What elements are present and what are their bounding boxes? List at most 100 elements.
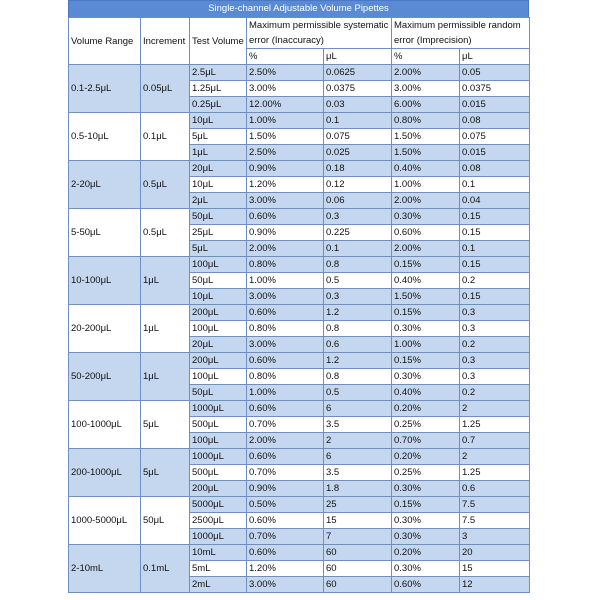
header-systematic-error: Maximum permissible systematic error (In… [246, 17, 392, 49]
unit-ul-systematic: μL [323, 48, 392, 65]
random-pct-cell: 0.30% [391, 208, 460, 225]
table-row: 20μL 3.00% 0.6 1.00% 0.2 [69, 336, 530, 353]
systematic-ul-cell: 7 [323, 528, 392, 545]
systematic-ul-cell: 0.1 [323, 240, 392, 257]
systematic-ul-cell: 0.8 [323, 368, 392, 385]
table-row: 2mL 3.00% 60 0.60% 12 [69, 576, 530, 593]
random-pct-cell: 0.30% [391, 368, 460, 385]
random-pct-cell: 0.40% [391, 160, 460, 177]
systematic-ul-cell: 0.8 [323, 320, 392, 337]
systematic-pct-cell: 2.50% [246, 144, 324, 161]
random-pct-cell: 0.15% [391, 256, 460, 273]
systematic-ul-cell: 0.025 [323, 144, 392, 161]
volume-range-cell: 20-200μL [68, 304, 141, 353]
systematic-pct-cell: 0.70% [246, 416, 324, 433]
random-ul-cell: 0.1 [459, 240, 530, 257]
test-volume-cell: 10μL [189, 176, 247, 193]
systematic-ul-cell: 1.8 [323, 480, 392, 497]
systematic-pct-cell: 1.00% [246, 272, 324, 289]
systematic-pct-cell: 1.00% [246, 112, 324, 129]
systematic-pct-cell: 3.00% [246, 80, 324, 97]
systematic-ul-cell: 0.225 [323, 224, 392, 241]
systematic-ul-cell: 6 [323, 448, 392, 465]
systematic-pct-cell: 3.00% [246, 576, 324, 593]
random-ul-cell: 7.5 [459, 512, 530, 529]
test-volume-cell: 2500μL [189, 512, 247, 529]
test-volume-cell: 1000μL [189, 528, 247, 545]
random-pct-cell: 0.15% [391, 304, 460, 321]
systematic-pct-cell: 2.00% [246, 432, 324, 449]
volume-range-cell: 50-200μL [68, 352, 141, 401]
table-row: 2-10mL 0.1mL 10mL 0.60% 60 0.20% 20 [68, 544, 530, 593]
test-volume-cell: 2mL [189, 576, 247, 593]
systematic-ul-cell: 0.5 [323, 272, 392, 289]
random-pct-cell: 0.70% [391, 432, 460, 449]
random-ul-cell: 0.0375 [459, 80, 530, 97]
volume-range-cell: 0.1-2.5μL [68, 64, 141, 113]
increment-cell: 1μL [140, 352, 190, 401]
systematic-pct-cell: 0.60% [246, 400, 324, 417]
random-ul-cell: 0.08 [459, 160, 530, 177]
test-volume-cell: 100μL [189, 256, 247, 273]
table-row: 100μL 0.80% 0.8 0.30% 0.3 [69, 368, 530, 385]
random-ul-cell: 0.15 [459, 256, 530, 273]
random-pct-cell: 0.60% [391, 224, 460, 241]
test-volume-cell: 500μL [189, 416, 247, 433]
random-ul-cell: 15 [459, 560, 530, 577]
test-volume-cell: 2μL [189, 192, 247, 209]
test-volume-cell: 100μL [189, 368, 247, 385]
systematic-ul-cell: 0.3 [323, 208, 392, 225]
systematic-ul-cell: 0.3 [323, 288, 392, 305]
test-volume-cell: 5mL [189, 560, 247, 577]
random-pct-cell: 0.25% [391, 464, 460, 481]
pipette-spec-table: Volume Range Increment Test Volume Maxim… [68, 17, 530, 593]
table-row: 0.5-10μL 0.1μL 10μL 1.00% 0.1 0.80% 0.08 [68, 112, 530, 161]
test-volume-cell: 0.25μL [189, 96, 247, 113]
increment-cell: 0.05μL [140, 64, 190, 113]
systematic-pct-cell: 0.80% [246, 256, 324, 273]
random-ul-cell: 1.25 [459, 464, 530, 481]
random-ul-cell: 0.3 [459, 320, 530, 337]
table-title: Single-channel Adjustable Volume Pipette… [68, 0, 529, 17]
random-ul-cell: 0.3 [459, 352, 530, 369]
systematic-pct-cell: 0.60% [246, 208, 324, 225]
increment-cell: 1μL [140, 304, 190, 353]
unit-pct-random: % [391, 48, 460, 65]
random-pct-cell: 1.00% [391, 336, 460, 353]
test-volume-cell: 25μL [189, 224, 247, 241]
random-pct-cell: 0.25% [391, 416, 460, 433]
table-row: 10-100μL 1μL 100μL 0.80% 0.8 0.15% 0.15 [68, 256, 530, 305]
systematic-ul-cell: 0.12 [323, 176, 392, 193]
random-ul-cell: 0.2 [459, 384, 530, 401]
random-pct-cell: 0.20% [391, 448, 460, 465]
random-pct-cell: 2.00% [391, 192, 460, 209]
increment-cell: 5μL [140, 448, 190, 497]
systematic-pct-cell: 0.60% [246, 448, 324, 465]
random-pct-cell: 3.00% [391, 80, 460, 97]
random-pct-cell: 1.50% [391, 288, 460, 305]
test-volume-cell: 20μL [189, 160, 247, 177]
table-row: 2-20μL 0.5μL 20μL 0.90% 0.18 0.40% 0.08 [68, 160, 530, 209]
random-ul-cell: 0.04 [459, 192, 530, 209]
test-volume-cell: 50μL [189, 208, 247, 225]
random-pct-cell: 0.15% [391, 496, 460, 513]
systematic-ul-cell: 0.06 [323, 192, 392, 209]
volume-range-cell: 10-100μL [68, 256, 141, 305]
volume-range-cell: 1000-5000μL [68, 496, 141, 545]
random-pct-cell: 2.00% [391, 64, 460, 81]
volume-range-cell: 0.5-10μL [68, 112, 141, 161]
increment-cell: 0.5μL [140, 160, 190, 209]
systematic-ul-cell: 1.2 [323, 304, 392, 321]
random-pct-cell: 6.00% [391, 96, 460, 113]
table-row: 1000μL 0.70% 7 0.30% 3 [69, 528, 530, 545]
increment-cell: 1μL [140, 256, 190, 305]
systematic-ul-cell: 0.0375 [323, 80, 392, 97]
random-pct-cell: 0.40% [391, 272, 460, 289]
random-ul-cell: 0.05 [459, 64, 530, 81]
table-row: 1.25μL 3.00% 0.0375 3.00% 0.0375 [69, 80, 530, 97]
random-pct-cell: 2.00% [391, 240, 460, 257]
systematic-ul-cell: 0.075 [323, 128, 392, 145]
test-volume-cell: 1.25μL [189, 80, 247, 97]
random-ul-cell: 20 [459, 544, 530, 561]
table-row: 0.1-2.5μL 0.05μL 2.5μL 2.50% 0.0625 2.00% 0.05 [68, 64, 530, 113]
